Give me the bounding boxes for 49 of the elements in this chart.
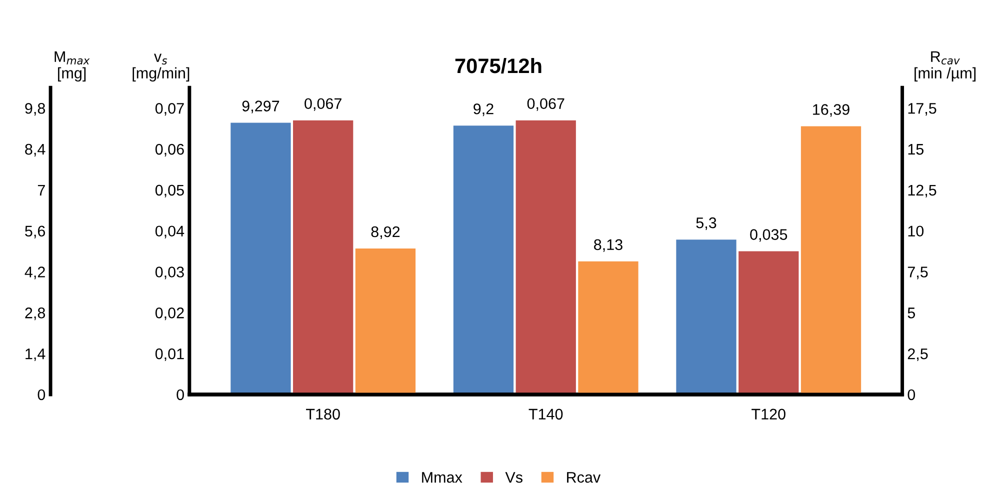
y-tick-label: 0: [38, 389, 46, 400]
bar: [453, 126, 514, 394]
x-tick-label: T140: [528, 408, 563, 420]
y2-tick-label: 0,05: [155, 184, 184, 198]
bar: [676, 240, 736, 394]
y2-tick-label: 0,02: [155, 308, 184, 320]
y-tick-label: 9,8: [25, 102, 46, 116]
data-label: 16,39: [813, 104, 850, 117]
y2-axis-title: v$_{s}$ [mg/min]: [132, 54, 190, 82]
legend-label: Rcav: [567, 472, 601, 483]
y3-tick-label: 10: [908, 226, 924, 237]
y-tick-label: 4,2: [24, 266, 45, 280]
y3-tick-label: 12,5: [908, 184, 936, 198]
y3-tick-label: 0: [908, 389, 916, 400]
data-label: 0,067: [304, 98, 342, 111]
y3-axis-title: R$_{cav}$ [min /µm]: [914, 51, 976, 82]
y2-tick-label: 0,04: [155, 226, 184, 238]
data-label: 9,297: [242, 100, 280, 114]
x-tick-label: T120: [752, 408, 786, 420]
data-label: 5,3: [696, 217, 716, 230]
y3-tick-label: 15: [908, 144, 924, 155]
y2-tick-label: 0,06: [155, 144, 184, 157]
bar: [230, 122, 291, 394]
y3-tick-label: 5: [908, 308, 915, 318]
y2-tick-label: 0,01: [155, 348, 184, 362]
y2-tick-label: 0: [176, 389, 184, 400]
bar: [578, 261, 638, 394]
y3-tick-label: 2,5: [908, 348, 928, 362]
y-tick-label: 1,4: [26, 348, 46, 362]
y2-tick-label: 0,03: [155, 266, 184, 280]
y-axis-title: M$_{max}$ [mg]: [54, 51, 90, 82]
y3-tick-label: 17,5: [908, 103, 936, 116]
y3-tick-label: 7,5: [908, 266, 928, 280]
data-label: 8,13: [594, 239, 622, 252]
x-tick-label: T180: [306, 408, 340, 420]
data-label: 9,2: [474, 103, 494, 116]
y2-tick-label: 0,07: [155, 102, 184, 116]
chart-title: 7075/12h: [455, 58, 542, 74]
data-label: 0,035: [750, 229, 788, 242]
y-tick-label: 2,8: [25, 308, 46, 320]
bar: [800, 126, 862, 394]
y-tick-label: 8,4: [25, 144, 46, 157]
y-tick-label: 5,6: [25, 226, 46, 238]
y-tick-label: 7: [38, 184, 45, 196]
data-label: 8,92: [371, 226, 400, 239]
data-label: 0,067: [527, 98, 564, 111]
bar: [355, 248, 416, 394]
legend-label: Vs: [505, 472, 522, 483]
legend-label: Mmax: [422, 472, 462, 483]
